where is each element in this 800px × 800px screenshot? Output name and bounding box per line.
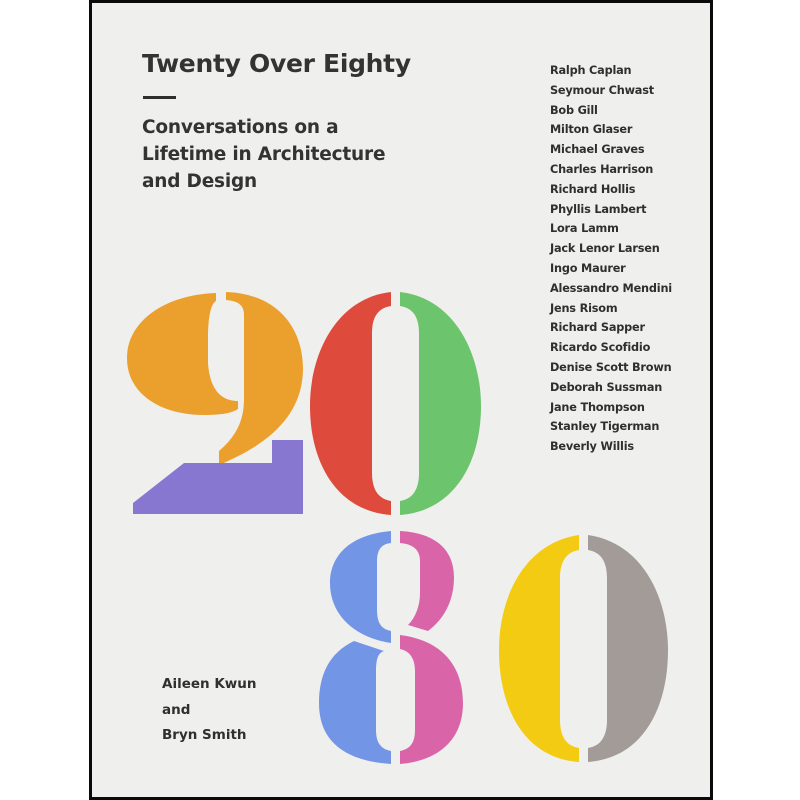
numeral-nine xyxy=(127,292,303,465)
contributor-name: Denise Scott Brown xyxy=(550,360,672,374)
contributor-name: Jens Risom xyxy=(550,301,618,315)
nine-left-piece xyxy=(127,293,238,415)
subtitle-line: and Design xyxy=(142,171,258,192)
contributor-name: Stanley Tigerman xyxy=(550,420,660,434)
contributor-name: Bob Gill xyxy=(550,103,598,117)
contributor-name: Charles Harrison xyxy=(550,162,654,176)
numeral-eight xyxy=(319,531,463,764)
zero-top-left-piece xyxy=(310,292,391,515)
contributor-name: Michael Graves xyxy=(550,143,645,157)
book-subtitle: Conversations on a Lifetime in Architect… xyxy=(142,114,385,195)
numeral-zero-bottom xyxy=(499,535,668,762)
title-divider xyxy=(143,96,176,99)
zero-bottom-right-piece xyxy=(588,535,668,762)
contributor-name: Milton Glaser xyxy=(550,123,633,137)
contributor-list: Ralph Caplan Seymour Chwast Bob Gill Mil… xyxy=(550,61,672,457)
contributor-name: Jack Lenor Larsen xyxy=(550,242,660,256)
author-name: Bryn Smith xyxy=(162,727,247,743)
numeral-two-base xyxy=(133,440,303,514)
eight-top-right-piece xyxy=(400,531,454,631)
zero-top-right-piece xyxy=(400,292,481,515)
book-cover: Twenty Over Eighty Conversations on a Li… xyxy=(89,0,713,800)
eight-bottom-right-piece xyxy=(400,635,463,764)
subtitle-line: Conversations on a xyxy=(142,117,339,138)
contributor-name: Jane Thompson xyxy=(550,400,645,414)
eight-top-left-piece xyxy=(330,531,391,643)
contributor-name: Phyllis Lambert xyxy=(550,202,647,216)
nine-right-piece xyxy=(219,292,303,465)
contributor-name: Richard Hollis xyxy=(550,182,636,196)
eight-bottom-left-piece xyxy=(319,641,391,764)
zero-bottom-left-piece xyxy=(499,535,579,762)
contributor-name: Beverly Willis xyxy=(550,440,634,454)
contributor-name: Ricardo Scofidio xyxy=(550,341,651,355)
book-title: Twenty Over Eighty xyxy=(142,49,411,78)
author-conjunction: and xyxy=(162,701,191,718)
numeral-zero-top xyxy=(310,292,481,515)
contributor-name: Deborah Sussman xyxy=(550,380,663,394)
contributor-name: Ralph Caplan xyxy=(550,64,632,77)
contributor-name: Seymour Chwast xyxy=(550,83,654,97)
numeral-graphic xyxy=(127,292,668,764)
contributor-name: Richard Sapper xyxy=(550,321,645,335)
contributor-name: Alessandro Mendini xyxy=(550,281,672,295)
contributor-name: Lora Lamm xyxy=(550,222,619,236)
author-name: Aileen Kwun xyxy=(162,676,257,692)
author-credits: Aileen Kwun and Bryn Smith xyxy=(162,672,256,749)
contributor-name: Ingo Maurer xyxy=(550,261,626,275)
subtitle-line: Lifetime in Architecture xyxy=(142,144,386,165)
